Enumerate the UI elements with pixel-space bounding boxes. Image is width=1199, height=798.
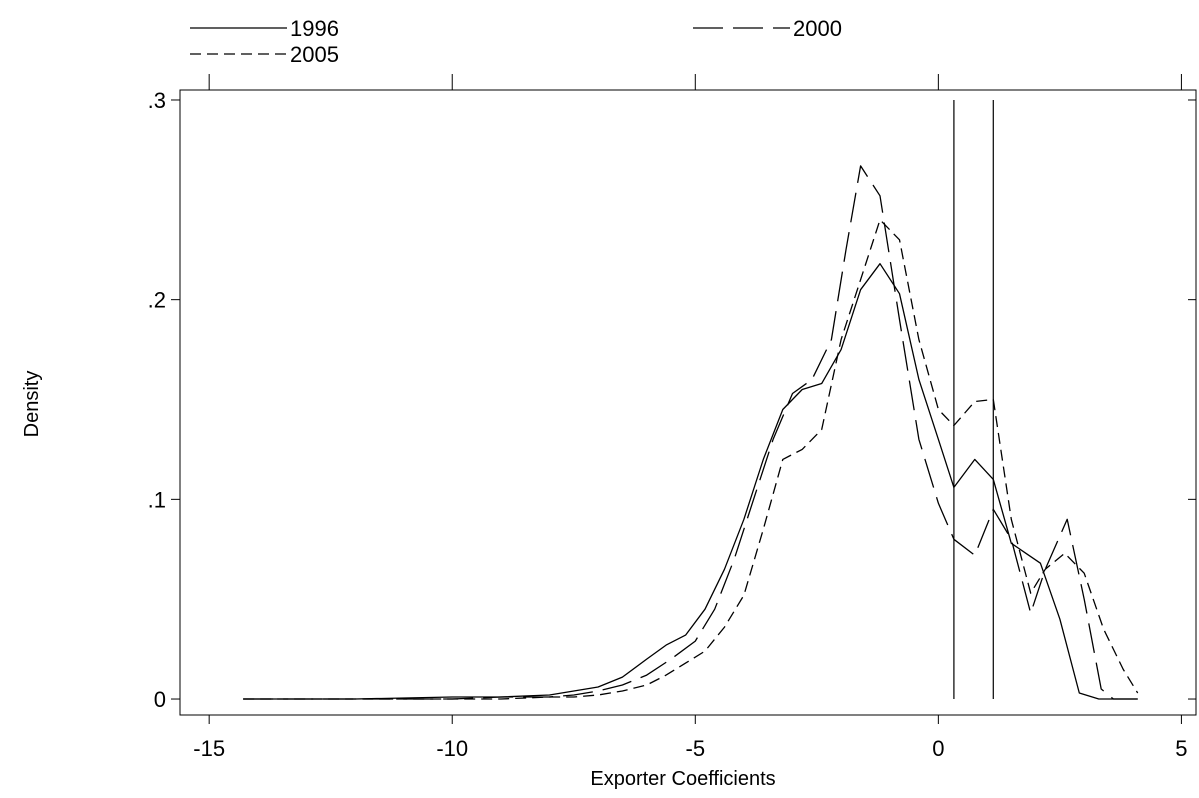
right-axis-ticks <box>1188 99 1196 700</box>
series-line-2000 <box>243 165 1138 700</box>
x-tick-label: 5 <box>1175 736 1187 761</box>
series-lines <box>243 165 1139 700</box>
x-tick-label: -15 <box>193 736 225 761</box>
series-line-1996 <box>243 263 1138 700</box>
y-tick-label: 0 <box>154 687 166 712</box>
x-tick-label: 0 <box>932 736 944 761</box>
x-axis: -15 -10 -5 0 5 <box>193 715 1188 761</box>
top-axis-ticks <box>208 74 1182 90</box>
legend-label-2000: 2000 <box>793 16 842 41</box>
x-axis-label: Exporter Coefficients <box>590 768 775 790</box>
y-axis: 0 .1 .2 .3 <box>148 88 180 712</box>
plot-frame <box>179 89 1197 716</box>
y-tick-label: .1 <box>148 487 166 512</box>
y-tick-label: .2 <box>148 288 166 313</box>
series-line-2005 <box>243 219 1139 700</box>
legend-label-2005: 2005 <box>290 42 339 67</box>
reference-lines <box>953 99 994 700</box>
x-tick-label: -10 <box>436 736 468 761</box>
y-tick-label: .3 <box>148 88 166 113</box>
legend-label-1996: 1996 <box>290 16 339 41</box>
y-axis-label: Density <box>21 371 43 438</box>
x-tick-label: -5 <box>686 736 706 761</box>
legend: 1996 2000 2005 <box>190 16 842 67</box>
